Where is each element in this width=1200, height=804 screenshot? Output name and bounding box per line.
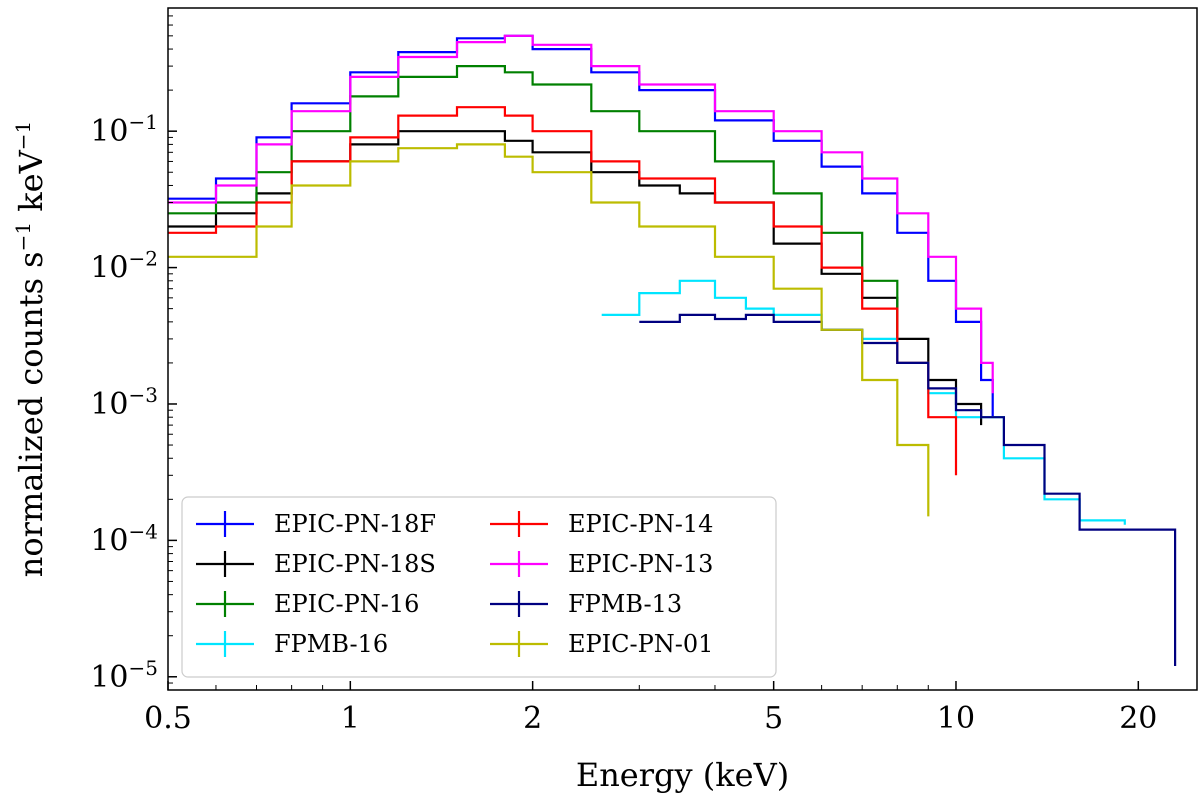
y-tick-label: 10−1 — [90, 110, 158, 149]
legend-label: FPMB-16 — [274, 630, 388, 658]
series-layer — [168, 34, 1177, 666]
y-tick-label: 10−3 — [90, 383, 158, 422]
x-tick-label: 2 — [523, 701, 542, 736]
legend-entry-epic-pn-18f: EPIC-PN-18F — [196, 510, 436, 538]
ticks-layer: 0.5 1 2 5 10 20 10−1 10−2 10−3 10−4 10−5 — [90, 7, 1157, 736]
plot-frame — [167, 7, 1198, 691]
legend-label: EPIC-PN-01 — [568, 630, 713, 658]
legend-label: EPIC-PN-14 — [568, 510, 713, 538]
legend-label: EPIC-PN-18F — [274, 510, 436, 538]
series-line-epic-pn-18s — [168, 130, 983, 426]
series-line-epic-pn-13 — [168, 34, 994, 394]
legend-label: EPIC-PN-18S — [274, 550, 436, 578]
legend: EPIC-PN-18F EPIC-PN-18S EPIC-PN-16 FPMB-16 E… — [181, 496, 777, 678]
y-axis-label-main: normalized counts s — [12, 251, 50, 577]
legend-entry-epic-pn-01: EPIC-PN-01 — [490, 630, 713, 658]
x-tick-label: 20 — [1119, 701, 1157, 736]
legend-label: EPIC-PN-16 — [274, 590, 419, 618]
y-tick-label: 10−5 — [90, 656, 158, 695]
x-tick-label: 1 — [341, 701, 360, 736]
legend-entry-epic-pn-14: EPIC-PN-14 — [490, 510, 713, 538]
y-tick-label: 10−2 — [90, 247, 158, 286]
x-tick-label: 0.5 — [144, 701, 192, 736]
x-tick-label: 10 — [937, 701, 975, 736]
x-axis-label: Energy (keV) — [576, 756, 789, 794]
series-line-epic-pn-14 — [168, 106, 958, 476]
legend-entry-fpmb-13: FPMB-13 — [490, 590, 682, 618]
y-tick-label: 10−4 — [90, 519, 158, 558]
legend-entry-epic-pn-13: EPIC-PN-13 — [490, 550, 713, 578]
x-tick-label: 5 — [764, 701, 783, 736]
y-axis-label-sup1: −1 — [11, 222, 35, 251]
legend-entry-epic-pn-16: EPIC-PN-16 — [196, 590, 419, 618]
y-axis-label-mid: keV — [12, 149, 50, 222]
y-axis-label: normalized counts s−1 keV−1 — [11, 121, 50, 577]
legend-entry-epic-pn-18s: EPIC-PN-18S — [196, 550, 436, 578]
series-line-epic-pn-01 — [168, 143, 930, 517]
legend-entry-fpmb-16: FPMB-16 — [196, 630, 388, 658]
series-line-fpmb-13 — [639, 313, 1177, 666]
legend-label: FPMB-13 — [568, 590, 682, 618]
legend-label: EPIC-PN-13 — [568, 550, 713, 578]
legend-box — [181, 496, 777, 678]
y-axis-label-sup2: −1 — [11, 121, 35, 150]
